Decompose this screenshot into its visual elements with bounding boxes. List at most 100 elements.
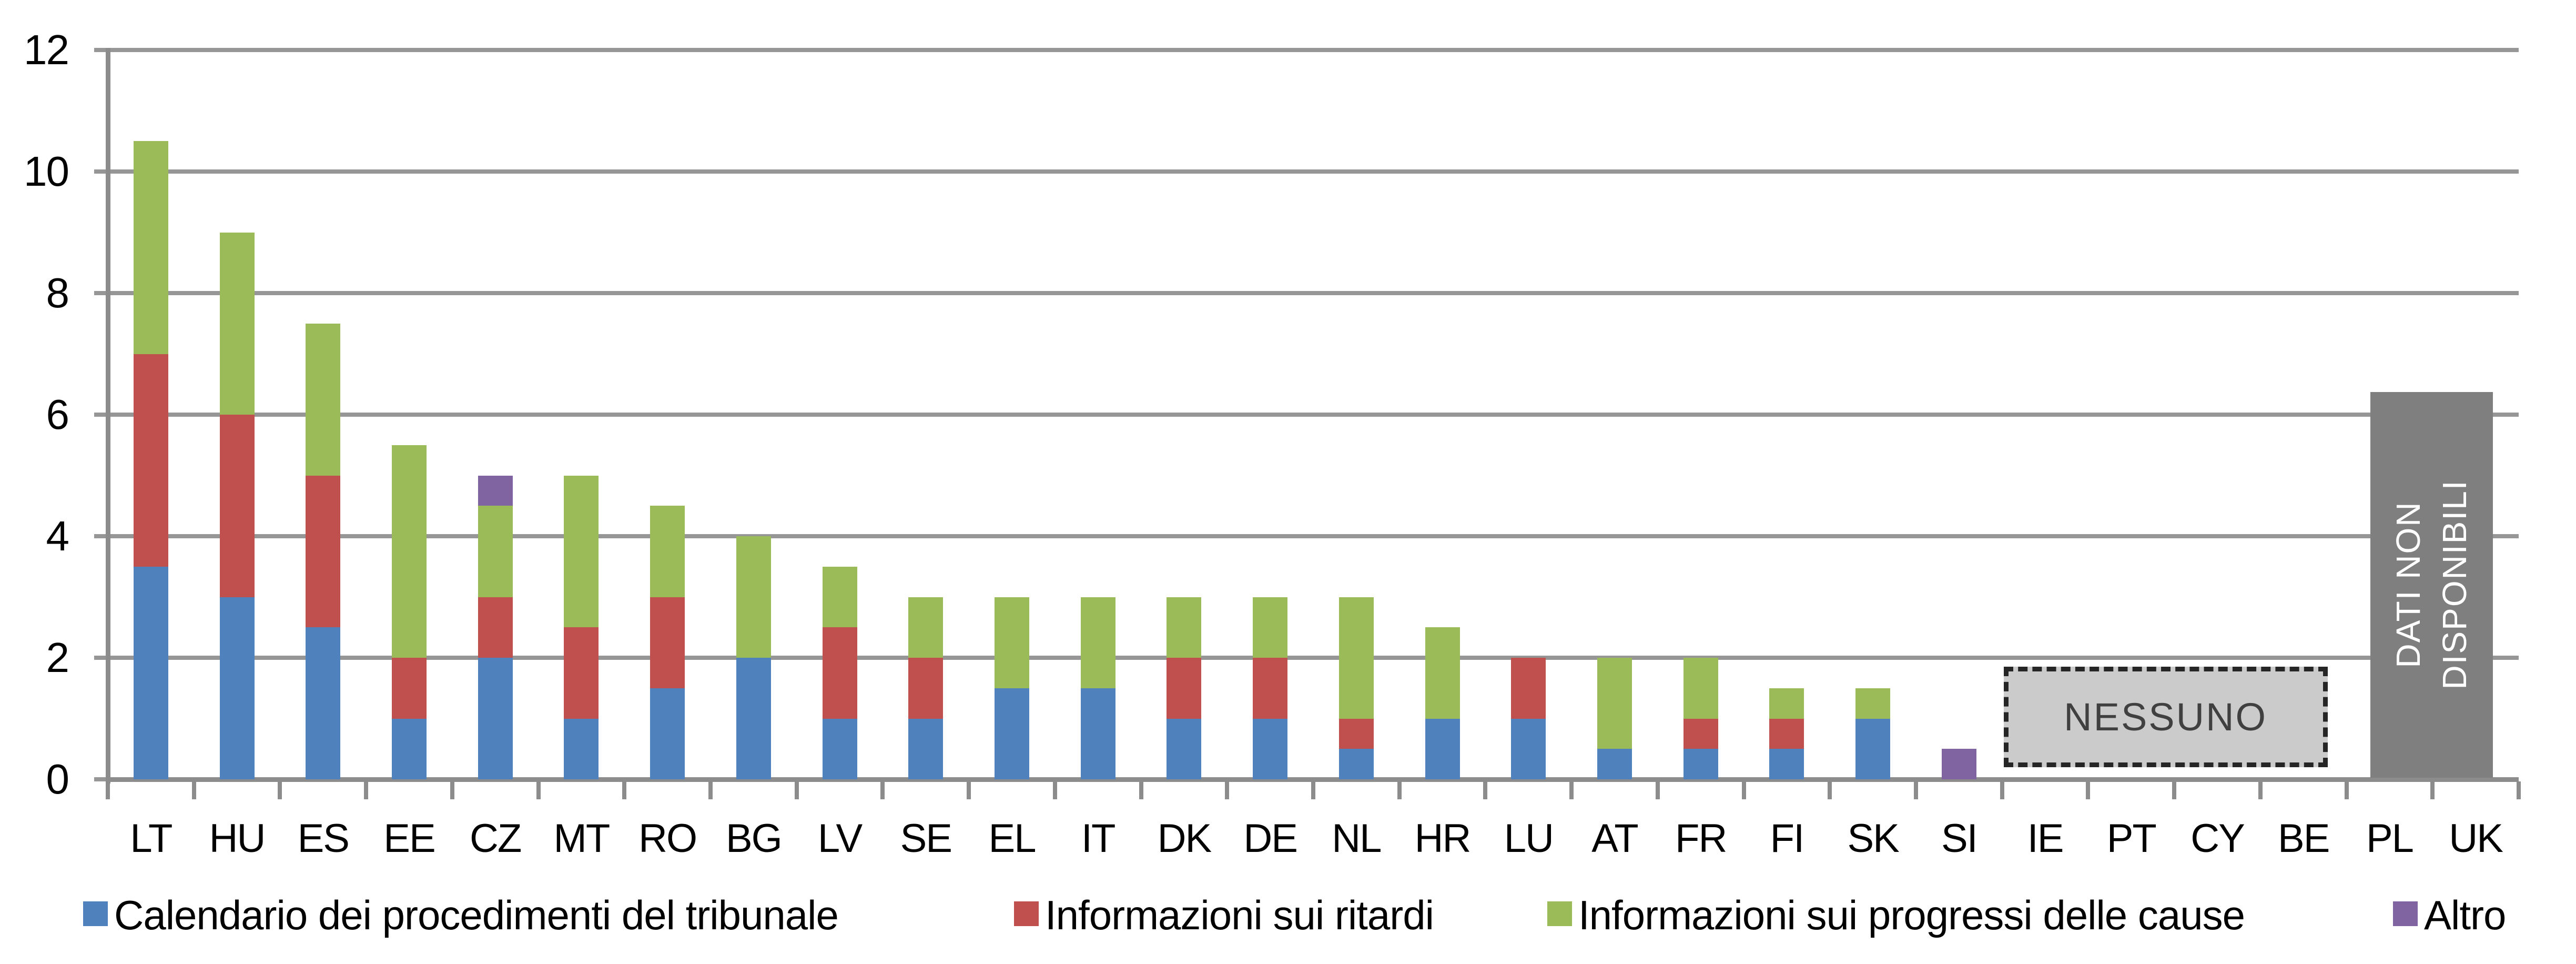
bar-segment-HR-series2 <box>1425 627 1460 719</box>
x-axis-tick <box>622 781 627 799</box>
no-data-label: DATI NON DISPONIBILI <box>2385 395 2478 774</box>
bar-segment-FR-series2 <box>1683 658 1718 719</box>
legend-label-series0: Calendario dei procedimenti del tribunal… <box>114 892 839 938</box>
y-axis-tick-8 <box>94 291 108 295</box>
x-axis-label-HR: HR <box>1414 816 1472 861</box>
x-axis-tick <box>1655 781 1660 799</box>
y-axis-tick-4 <box>94 534 108 538</box>
x-axis-tick <box>2344 781 2349 799</box>
x-axis-label-SE: SE <box>900 816 952 861</box>
y-axis-tick-10 <box>94 169 108 174</box>
bar-segment-SK-series0 <box>1855 718 1891 779</box>
x-axis-label-CZ: CZ <box>470 816 522 861</box>
x-axis-label-SI: SI <box>1941 816 1978 861</box>
x-axis-label-PT: PT <box>2106 816 2157 861</box>
y-axis-label-10: 10 <box>24 148 69 195</box>
bar-segment-MT-series0 <box>564 718 599 779</box>
bar-segment-DK-series2 <box>1167 597 1202 658</box>
x-axis-tick <box>1397 781 1402 799</box>
y-axis-label-2: 2 <box>46 634 70 681</box>
bar-segment-HU-series0 <box>219 597 255 779</box>
x-axis-tick <box>2086 781 2091 799</box>
x-axis-label-DE: DE <box>1243 816 1298 861</box>
y-axis-tick-2 <box>94 656 108 660</box>
bar-segment-LU-series0 <box>1511 718 1546 779</box>
x-axis-tick <box>2172 781 2177 799</box>
bar-segment-EE-series2 <box>392 445 427 658</box>
x-axis-label-RO: RO <box>638 816 697 861</box>
bar-segment-DE-series2 <box>1253 597 1288 658</box>
bar-segment-HR-series0 <box>1425 718 1460 779</box>
y-axis-label-6: 6 <box>46 391 70 438</box>
x-axis-tick <box>364 781 369 799</box>
legend-label-series3: Altro <box>2424 892 2506 938</box>
bar-segment-LT-series0 <box>133 566 168 779</box>
x-axis-tick <box>450 781 454 799</box>
bar-segment-ES-series1 <box>306 475 341 628</box>
x-axis-label-IE: IE <box>2027 816 2064 861</box>
x-axis-tick <box>278 781 282 799</box>
bar-segment-AT-series0 <box>1597 749 1632 779</box>
x-axis-label-FR: FR <box>1675 816 1727 861</box>
gridline-y-4 <box>108 534 2519 538</box>
no-data-label-line2: DISPONIBILI <box>2436 479 2474 690</box>
bar-segment-NL-series0 <box>1338 749 1374 779</box>
legend-label-series2: Informazioni sui progressi delle cause <box>1578 892 2245 938</box>
x-axis-tick <box>880 781 885 799</box>
x-axis-label-PL: PL <box>2366 816 2414 861</box>
bar-segment-EE-series0 <box>392 718 427 779</box>
bar-segment-ES-series2 <box>306 323 341 476</box>
x-axis-label-ES: ES <box>297 816 350 861</box>
x-axis-label-UK: UK <box>2449 816 2503 861</box>
bar-segment-SI-series3 <box>1941 749 1976 779</box>
gridline-y-8 <box>108 291 2519 295</box>
bar-segment-SE-series2 <box>908 597 944 658</box>
x-axis-tick <box>106 781 110 799</box>
x-axis-tick <box>1914 781 1918 799</box>
x-axis-tick <box>1483 781 1488 799</box>
x-axis-label-CY: CY <box>2190 816 2245 861</box>
bar-segment-RO-series2 <box>650 506 685 597</box>
bar-segment-FI-series2 <box>1769 688 1804 719</box>
bar-segment-RO-series0 <box>650 688 685 779</box>
y-axis-label-0: 0 <box>46 756 70 802</box>
x-axis-label-LV: LV <box>817 816 863 861</box>
bar-segment-EE-series1 <box>392 658 427 719</box>
x-axis-label-DK: DK <box>1157 816 1212 861</box>
x-axis-label-FI: FI <box>1770 816 1805 861</box>
legend-label-series1: Informazioni sui ritardi <box>1045 892 1434 938</box>
x-axis-tick <box>191 781 196 799</box>
y-axis-label-12: 12 <box>24 26 69 73</box>
x-axis-label-AT: AT <box>1591 816 1638 861</box>
bar-segment-FI-series0 <box>1769 749 1804 779</box>
bar-segment-CZ-series3 <box>478 475 513 506</box>
bar-segment-LV-series1 <box>822 627 857 719</box>
nessuno-label: NESSUNO <box>2064 695 2268 739</box>
bar-segment-HU-series1 <box>219 415 255 597</box>
bar-segment-ES-series0 <box>306 627 341 779</box>
gridline-y-12 <box>108 48 2519 52</box>
legend-swatch-series2 <box>1547 901 1572 926</box>
y-axis-label-8: 8 <box>46 269 70 316</box>
legend-swatch-series1 <box>1014 901 1039 926</box>
x-axis-tick <box>2430 781 2435 799</box>
x-axis-tick <box>1225 781 1230 799</box>
bar-segment-DK-series1 <box>1167 658 1202 719</box>
bar-segment-SE-series0 <box>908 718 944 779</box>
y-axis-tick-12 <box>94 48 108 52</box>
bar-segment-NL-series2 <box>1338 597 1374 719</box>
bar-segment-DE-series0 <box>1253 718 1288 779</box>
bar-segment-CZ-series2 <box>478 506 513 597</box>
gridline-y-2 <box>108 656 2519 660</box>
bar-segment-BG-series0 <box>736 658 771 779</box>
bar-segment-CZ-series1 <box>478 597 513 658</box>
bar-segment-RO-series1 <box>650 597 685 688</box>
bar-segment-LT-series2 <box>133 141 168 354</box>
y-axis-tick-0 <box>94 777 108 781</box>
x-axis-tick <box>1139 781 1143 799</box>
x-axis-tick <box>536 781 541 799</box>
x-axis-label-EE: EE <box>383 816 435 861</box>
x-axis-tick <box>2517 781 2521 799</box>
x-axis-label-BG: BG <box>725 816 783 861</box>
